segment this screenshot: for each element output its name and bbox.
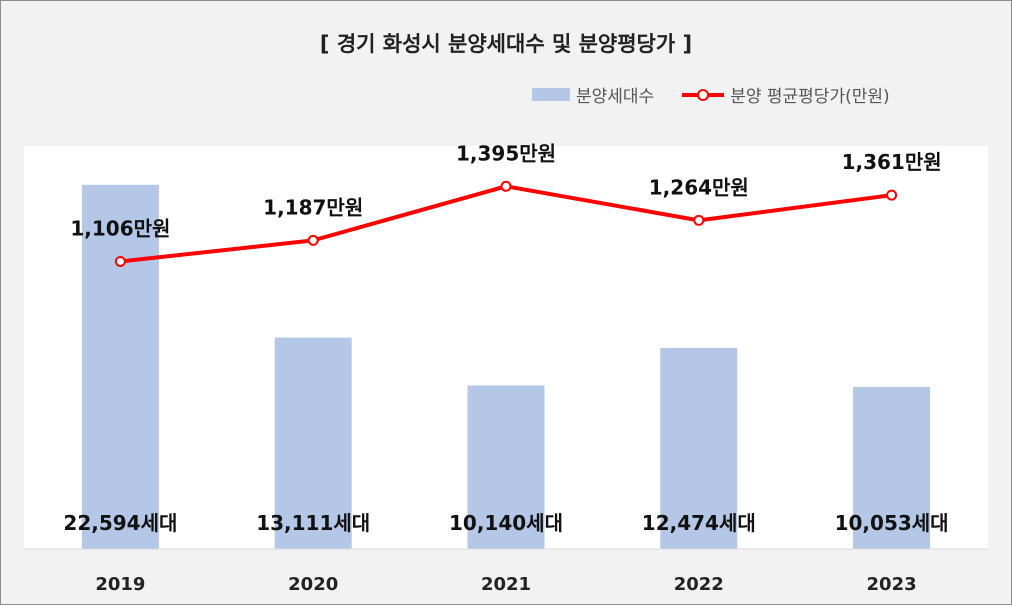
price-value-label: 1,395만원 [456,141,556,165]
legend-bar-swatch [532,88,570,101]
price-point-2021 [500,180,512,192]
price-value-label: 1,187만원 [263,195,363,219]
bar-value-label: 10,053세대 [835,511,949,535]
bar-value-label: 22,594세대 [63,511,177,535]
x-tick-label: 2023 [867,574,917,595]
x-tick-label: 2020 [288,574,338,595]
legend-line-swatch [682,88,725,102]
price-point-2022 [693,214,705,226]
bar-2022 [660,347,738,549]
chart-title: [ 경기 화성시 분양세대수 및 분양평당가 ] [319,32,693,56]
price-point-2020 [307,234,319,246]
bar-value-label: 12,474세대 [642,511,756,535]
price-point-2019 [114,255,126,267]
bar-value-label: 10,140세대 [449,511,563,535]
bar-2023 [853,386,931,549]
price-value-label: 1,106만원 [70,216,170,240]
bar-value-label: 13,111세대 [256,511,370,535]
bar-2019 [81,184,159,549]
legend-bar-label: 분양세대수 [576,87,655,107]
legend-item-bar: 분양세대수 [532,82,654,107]
legend: 분양세대수 분양 평균평당가(만원) [532,82,918,107]
x-tick-label: 2021 [481,574,531,595]
legend-item-line: 분양 평균평당가(만원) [682,82,890,107]
x-tick-label: 2022 [674,574,724,595]
price-value-label: 1,264만원 [649,175,749,199]
price-point-2023 [886,189,898,201]
legend-line-label: 분양 평균평당가(만원) [730,87,890,107]
bar-2021 [467,385,545,549]
bar-2020 [274,337,352,549]
price-value-label: 1,361만원 [842,150,942,174]
x-tick-label: 2019 [95,574,145,595]
